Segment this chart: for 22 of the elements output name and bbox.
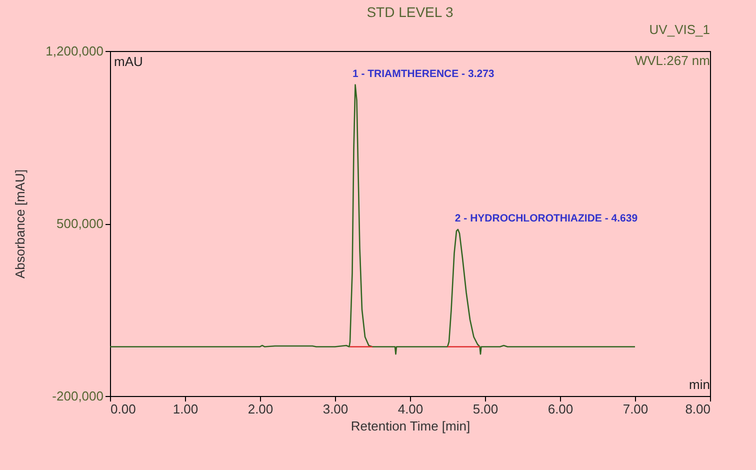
annotation: min	[689, 377, 710, 392]
y-tick-label: 500,000	[56, 216, 104, 231]
x-tick-label: 0.00	[110, 402, 136, 416]
y-tick-label: -200,000	[52, 388, 104, 404]
annotation: WVL:267 nm	[634, 53, 710, 68]
x-tick-label: 2.00	[248, 402, 274, 416]
x-tick-label: 6.00	[548, 402, 574, 416]
annotation: 2 - HYDROCHLOROTHIAZIDE - 4.639	[454, 212, 638, 224]
y-axis-title: Absorbance [mAU]	[12, 169, 28, 279]
line-series	[110, 84, 636, 355]
x-tick-label: 7.00	[622, 402, 648, 416]
x-tick-label: 3.00	[322, 402, 348, 416]
annotation: mAU	[114, 54, 143, 69]
x-axis-title: Retention Time [min]	[350, 418, 470, 434]
text: UV_VIS_1	[649, 22, 710, 37]
x-tick-label: 8.00	[685, 402, 710, 416]
x-tick-label: 4.00	[398, 402, 424, 416]
x-tick-label: 1.00	[172, 402, 198, 416]
x-tick-label: 5.00	[472, 402, 498, 416]
annotation: 1 - TRIAMTHERENCE - 3.273	[352, 68, 494, 80]
y-tick-label: 1,200,000	[46, 44, 104, 58]
chart-title: STD LEVEL 3	[366, 4, 454, 20]
